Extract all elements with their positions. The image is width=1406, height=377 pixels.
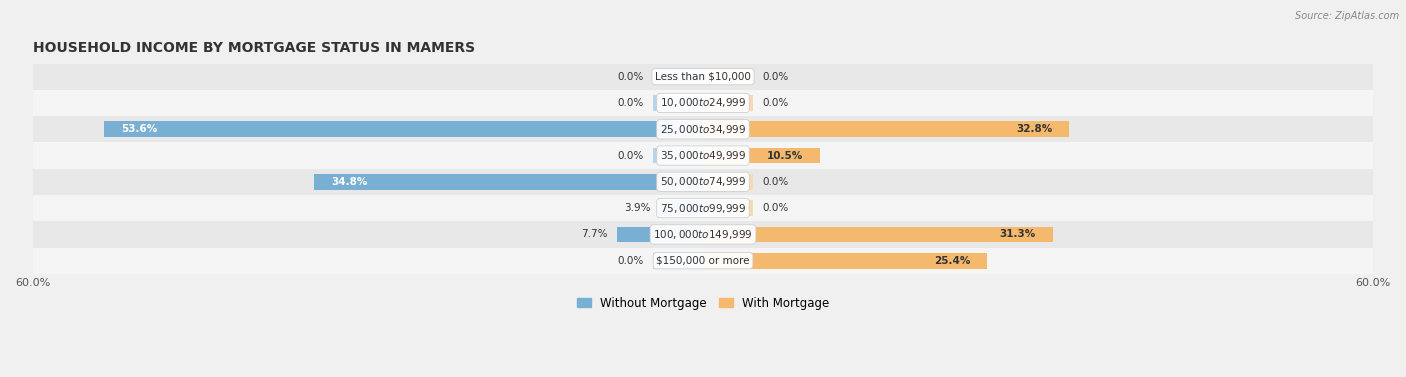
Bar [104,121,703,137]
Bar [617,227,703,242]
Text: 25.4%: 25.4% [934,256,970,266]
Text: 31.3%: 31.3% [1000,230,1036,239]
Bar [659,200,703,216]
Text: $150,000 or more: $150,000 or more [657,256,749,266]
Text: 53.6%: 53.6% [121,124,157,134]
Text: 0.0%: 0.0% [762,72,789,82]
Text: $75,000 to $99,999: $75,000 to $99,999 [659,202,747,215]
Text: $25,000 to $34,999: $25,000 to $34,999 [659,123,747,136]
Bar [652,69,703,84]
Bar [32,90,1374,116]
Bar [652,148,703,164]
Bar [32,248,1374,274]
Bar [703,95,754,111]
Text: 7.7%: 7.7% [582,230,607,239]
Bar [703,174,754,190]
Bar [703,227,1053,242]
Bar [314,174,703,190]
Text: Less than $10,000: Less than $10,000 [655,72,751,82]
Bar [652,253,703,269]
Bar [32,221,1374,248]
Bar [32,169,1374,195]
Text: 34.8%: 34.8% [330,177,367,187]
Text: 0.0%: 0.0% [762,203,789,213]
Text: 0.0%: 0.0% [762,177,789,187]
Text: 10.5%: 10.5% [768,150,804,161]
Bar [703,253,987,269]
Text: 0.0%: 0.0% [617,256,644,266]
Text: 3.9%: 3.9% [624,203,651,213]
Bar [32,116,1374,143]
Bar [652,95,703,111]
Text: 32.8%: 32.8% [1017,124,1053,134]
Bar [703,121,1070,137]
Legend: Without Mortgage, With Mortgage: Without Mortgage, With Mortgage [572,292,834,314]
Text: 0.0%: 0.0% [617,98,644,108]
Text: $10,000 to $24,999: $10,000 to $24,999 [659,97,747,109]
Text: HOUSEHOLD INCOME BY MORTGAGE STATUS IN MAMERS: HOUSEHOLD INCOME BY MORTGAGE STATUS IN M… [32,41,475,55]
Bar [32,195,1374,221]
Text: 0.0%: 0.0% [617,72,644,82]
Bar [703,148,820,164]
Text: $100,000 to $149,999: $100,000 to $149,999 [654,228,752,241]
Bar [703,69,754,84]
Text: Source: ZipAtlas.com: Source: ZipAtlas.com [1295,11,1399,21]
Text: $35,000 to $49,999: $35,000 to $49,999 [659,149,747,162]
Bar [32,143,1374,169]
Text: $50,000 to $74,999: $50,000 to $74,999 [659,175,747,188]
Bar [32,63,1374,90]
Text: 0.0%: 0.0% [762,98,789,108]
Text: 0.0%: 0.0% [617,150,644,161]
Bar [703,200,754,216]
